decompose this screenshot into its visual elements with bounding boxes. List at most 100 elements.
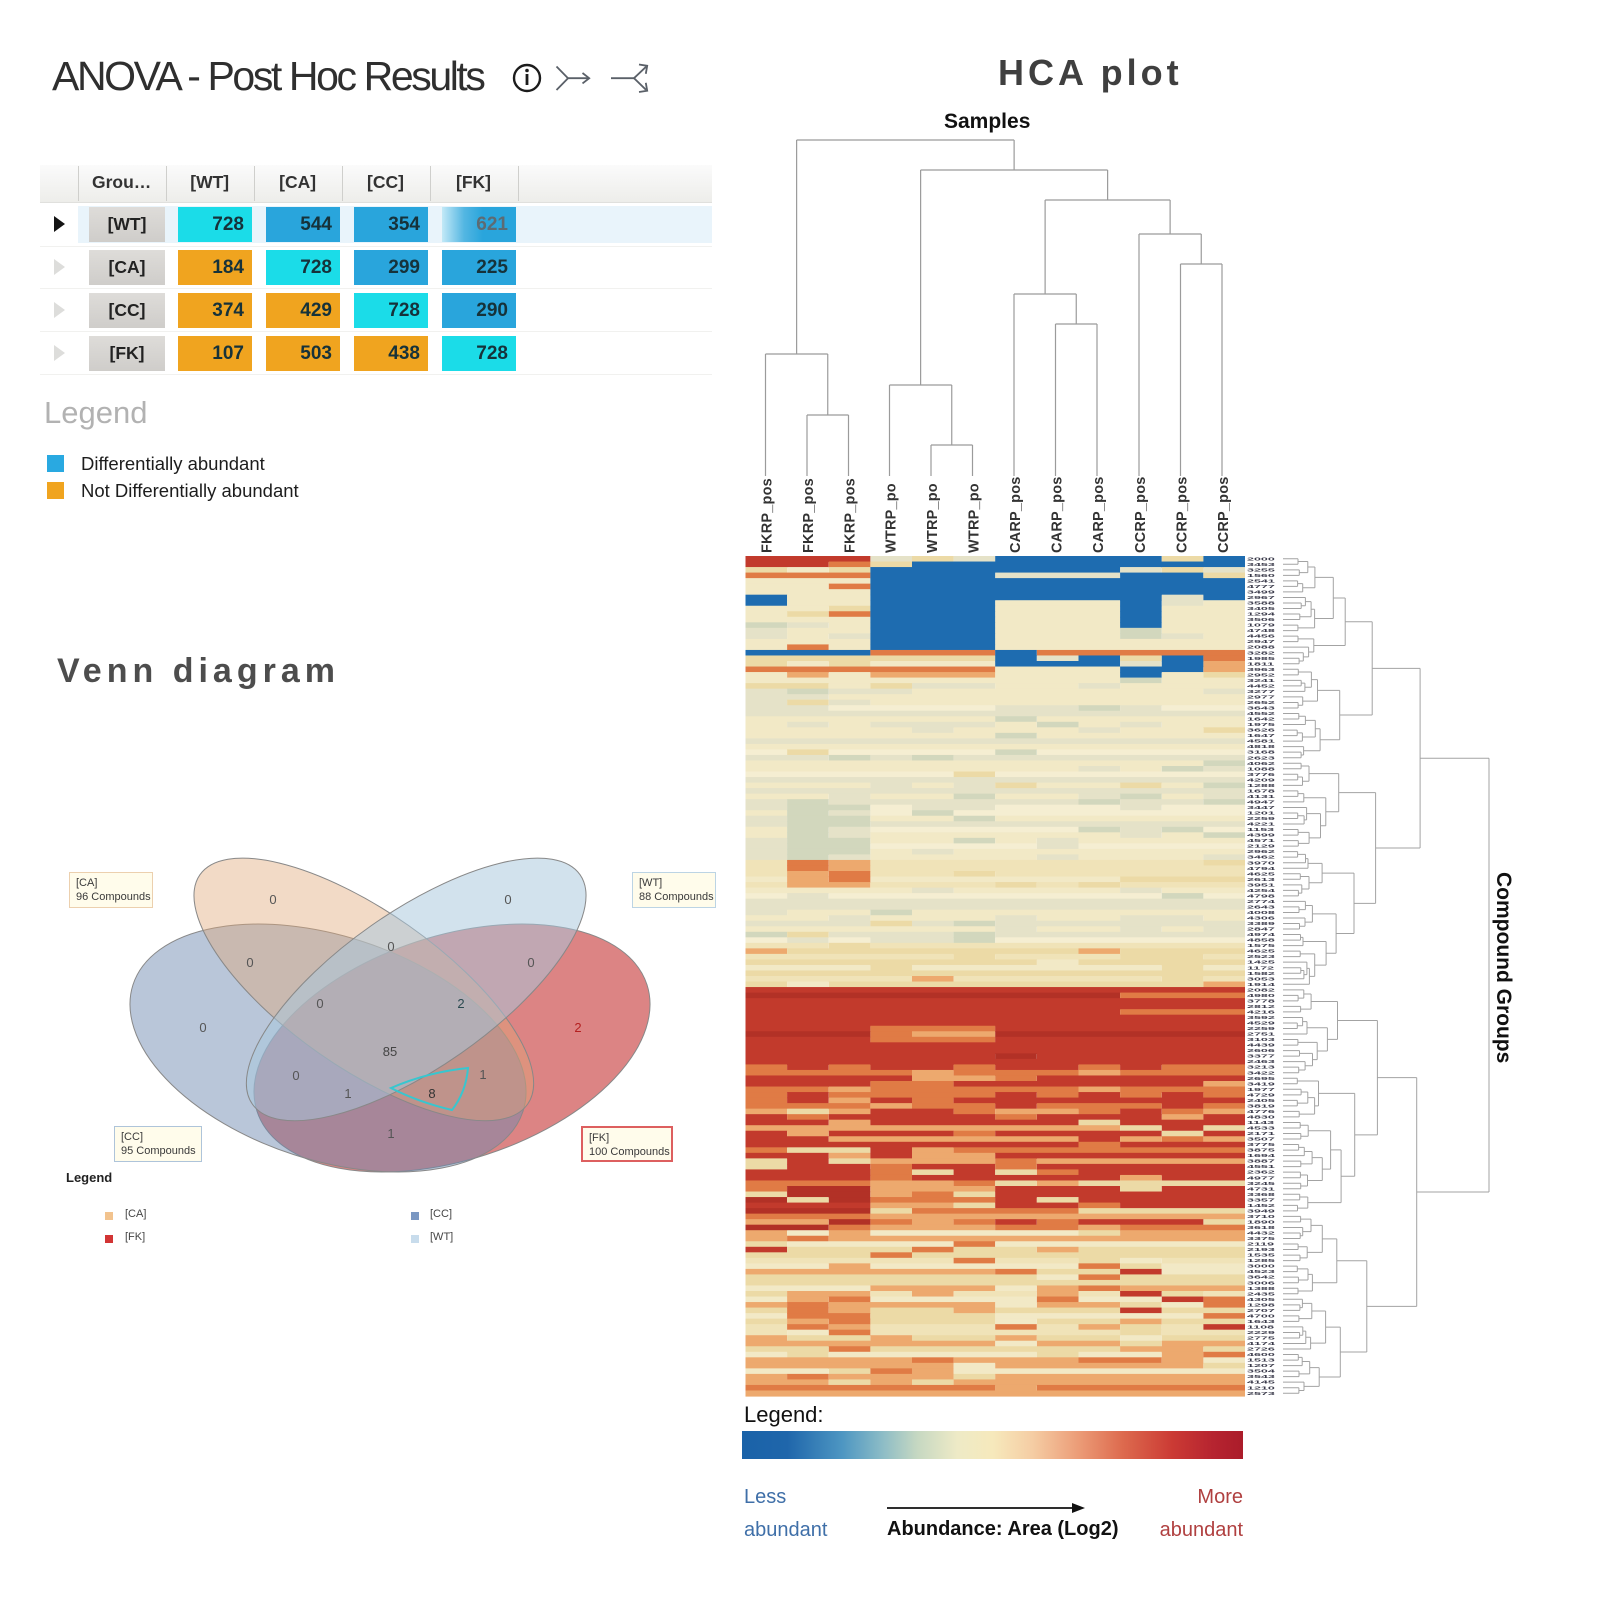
svg-text:3357: 3357 bbox=[1247, 1198, 1275, 1203]
svg-text:2088: 2088 bbox=[1247, 645, 1275, 650]
svg-text:85: 85 bbox=[383, 1044, 397, 1059]
svg-text:2000: 2000 bbox=[1247, 557, 1275, 562]
svg-text:1388: 1388 bbox=[1247, 1286, 1275, 1291]
svg-text:4858: 4858 bbox=[1247, 938, 1275, 943]
svg-text:4947: 4947 bbox=[1247, 800, 1275, 805]
svg-text:2573: 2573 bbox=[1247, 1391, 1275, 1396]
svg-text:1143: 1143 bbox=[1247, 1120, 1274, 1125]
svg-text:2623: 2623 bbox=[1247, 756, 1275, 761]
svg-text:3710: 3710 bbox=[1247, 1214, 1275, 1219]
svg-text:3168: 3168 bbox=[1247, 750, 1275, 755]
svg-text:1977: 1977 bbox=[1247, 1087, 1275, 1092]
svg-text:CCRP_pos: CCRP_pos bbox=[1216, 476, 1232, 553]
svg-text:3963: 3963 bbox=[1247, 667, 1275, 672]
svg-text:3970: 3970 bbox=[1247, 861, 1275, 866]
svg-text:4551: 4551 bbox=[1247, 1164, 1275, 1169]
svg-text:4600: 4600 bbox=[1247, 1352, 1275, 1357]
svg-text:3213: 3213 bbox=[1247, 1065, 1275, 1070]
svg-text:3389: 3389 bbox=[1247, 921, 1275, 926]
svg-text:4439: 4439 bbox=[1247, 1043, 1275, 1048]
svg-text:0: 0 bbox=[269, 892, 276, 907]
svg-text:0: 0 bbox=[316, 996, 323, 1011]
svg-text:8: 8 bbox=[428, 1086, 435, 1101]
svg-text:2259: 2259 bbox=[1247, 1026, 1275, 1031]
svg-text:4131: 4131 bbox=[1247, 794, 1275, 799]
svg-text:4552: 4552 bbox=[1247, 711, 1275, 716]
svg-text:4625: 4625 bbox=[1247, 949, 1275, 954]
svg-text:4777: 4777 bbox=[1247, 584, 1275, 589]
svg-text:3776: 3776 bbox=[1247, 772, 1275, 777]
svg-text:1890: 1890 bbox=[1247, 1220, 1275, 1225]
svg-text:FKRP_pos: FKRP_pos bbox=[843, 478, 859, 553]
svg-text:2463: 2463 bbox=[1247, 1059, 1275, 1064]
svg-text:WTRP_po: WTRP_po bbox=[925, 483, 941, 553]
svg-text:1647: 1647 bbox=[1247, 733, 1275, 738]
svg-text:CCRP_pos: CCRP_pos bbox=[1175, 476, 1191, 553]
svg-text:1: 1 bbox=[387, 1126, 394, 1141]
svg-text:4306: 4306 bbox=[1247, 916, 1275, 921]
svg-text:1425: 1425 bbox=[1247, 960, 1275, 965]
svg-text:4794: 4794 bbox=[1247, 866, 1276, 871]
svg-text:FKRP_pos: FKRP_pos bbox=[760, 478, 776, 553]
svg-text:CARP_pos: CARP_pos bbox=[1008, 476, 1024, 553]
svg-text:0: 0 bbox=[504, 892, 511, 907]
svg-text:4748: 4748 bbox=[1247, 628, 1275, 633]
svg-text:2541: 2541 bbox=[1247, 579, 1275, 584]
svg-text:4980: 4980 bbox=[1247, 993, 1275, 998]
svg-text:3949: 3949 bbox=[1247, 1209, 1275, 1214]
svg-text:4145: 4145 bbox=[1247, 1380, 1275, 1385]
svg-text:2952: 2952 bbox=[1247, 673, 1275, 678]
svg-text:2606: 2606 bbox=[1247, 1048, 1275, 1053]
svg-text:WTRP_po: WTRP_po bbox=[967, 483, 983, 553]
svg-text:3626: 3626 bbox=[1247, 728, 1275, 733]
svg-text:1811: 1811 bbox=[1247, 662, 1274, 667]
svg-text:Compound Groups: Compound Groups bbox=[1492, 872, 1515, 1063]
svg-text:1088: 1088 bbox=[1247, 767, 1275, 772]
svg-text:3507: 3507 bbox=[1247, 1137, 1275, 1142]
svg-text:4221: 4221 bbox=[1247, 822, 1275, 827]
svg-text:3642: 3642 bbox=[1247, 1275, 1275, 1280]
svg-text:2695: 2695 bbox=[1247, 1076, 1275, 1081]
svg-text:4305: 4305 bbox=[1247, 1297, 1275, 1302]
svg-text:2774: 2774 bbox=[1247, 899, 1276, 904]
svg-text:2726: 2726 bbox=[1247, 1347, 1275, 1352]
svg-text:3447: 3447 bbox=[1247, 805, 1275, 810]
svg-text:4523: 4523 bbox=[1247, 1269, 1275, 1274]
svg-text:4581: 4581 bbox=[1247, 739, 1275, 744]
svg-text:1575: 1575 bbox=[1247, 943, 1275, 948]
svg-text:2: 2 bbox=[574, 1020, 581, 1035]
svg-text:1643: 1643 bbox=[1247, 1319, 1275, 1324]
svg-text:4008: 4008 bbox=[1247, 910, 1275, 915]
svg-text:3245: 3245 bbox=[1247, 1181, 1275, 1186]
svg-text:1535: 1535 bbox=[1247, 1253, 1275, 1258]
svg-text:1678: 1678 bbox=[1247, 789, 1275, 794]
svg-text:2847: 2847 bbox=[1247, 927, 1275, 932]
svg-text:2947: 2947 bbox=[1247, 639, 1275, 644]
svg-text:1694: 1694 bbox=[1247, 1153, 1276, 1158]
svg-text:4209: 4209 bbox=[1247, 778, 1275, 783]
svg-text:FKRP_pos: FKRP_pos bbox=[801, 478, 817, 553]
svg-text:4533: 4533 bbox=[1247, 1126, 1275, 1131]
svg-text:3462: 3462 bbox=[1247, 855, 1275, 860]
svg-text:3377: 3377 bbox=[1247, 1054, 1275, 1059]
svg-text:4399: 4399 bbox=[1247, 833, 1275, 838]
svg-text:3375: 3375 bbox=[1247, 1236, 1275, 1241]
svg-text:1975: 1975 bbox=[1247, 722, 1275, 727]
svg-text:4818: 4818 bbox=[1247, 744, 1275, 749]
svg-text:1285: 1285 bbox=[1247, 1258, 1275, 1263]
svg-text:4776: 4776 bbox=[1247, 1109, 1275, 1114]
svg-text:2435: 2435 bbox=[1247, 1292, 1275, 1297]
svg-text:3592: 3592 bbox=[1247, 1015, 1275, 1020]
svg-text:4216: 4216 bbox=[1247, 1010, 1275, 1015]
svg-text:1288: 1288 bbox=[1247, 783, 1275, 788]
svg-text:2119: 2119 bbox=[1247, 1242, 1274, 1247]
svg-text:0: 0 bbox=[387, 939, 394, 954]
svg-text:3368: 3368 bbox=[1247, 1192, 1275, 1197]
svg-text:1560: 1560 bbox=[1247, 573, 1275, 578]
svg-text:1: 1 bbox=[344, 1086, 351, 1101]
svg-text:3643: 3643 bbox=[1247, 706, 1275, 711]
svg-text:1452: 1452 bbox=[1247, 1203, 1275, 1208]
svg-text:3618: 3618 bbox=[1247, 1225, 1275, 1230]
svg-text:0: 0 bbox=[246, 955, 253, 970]
svg-text:4452: 4452 bbox=[1247, 684, 1275, 689]
